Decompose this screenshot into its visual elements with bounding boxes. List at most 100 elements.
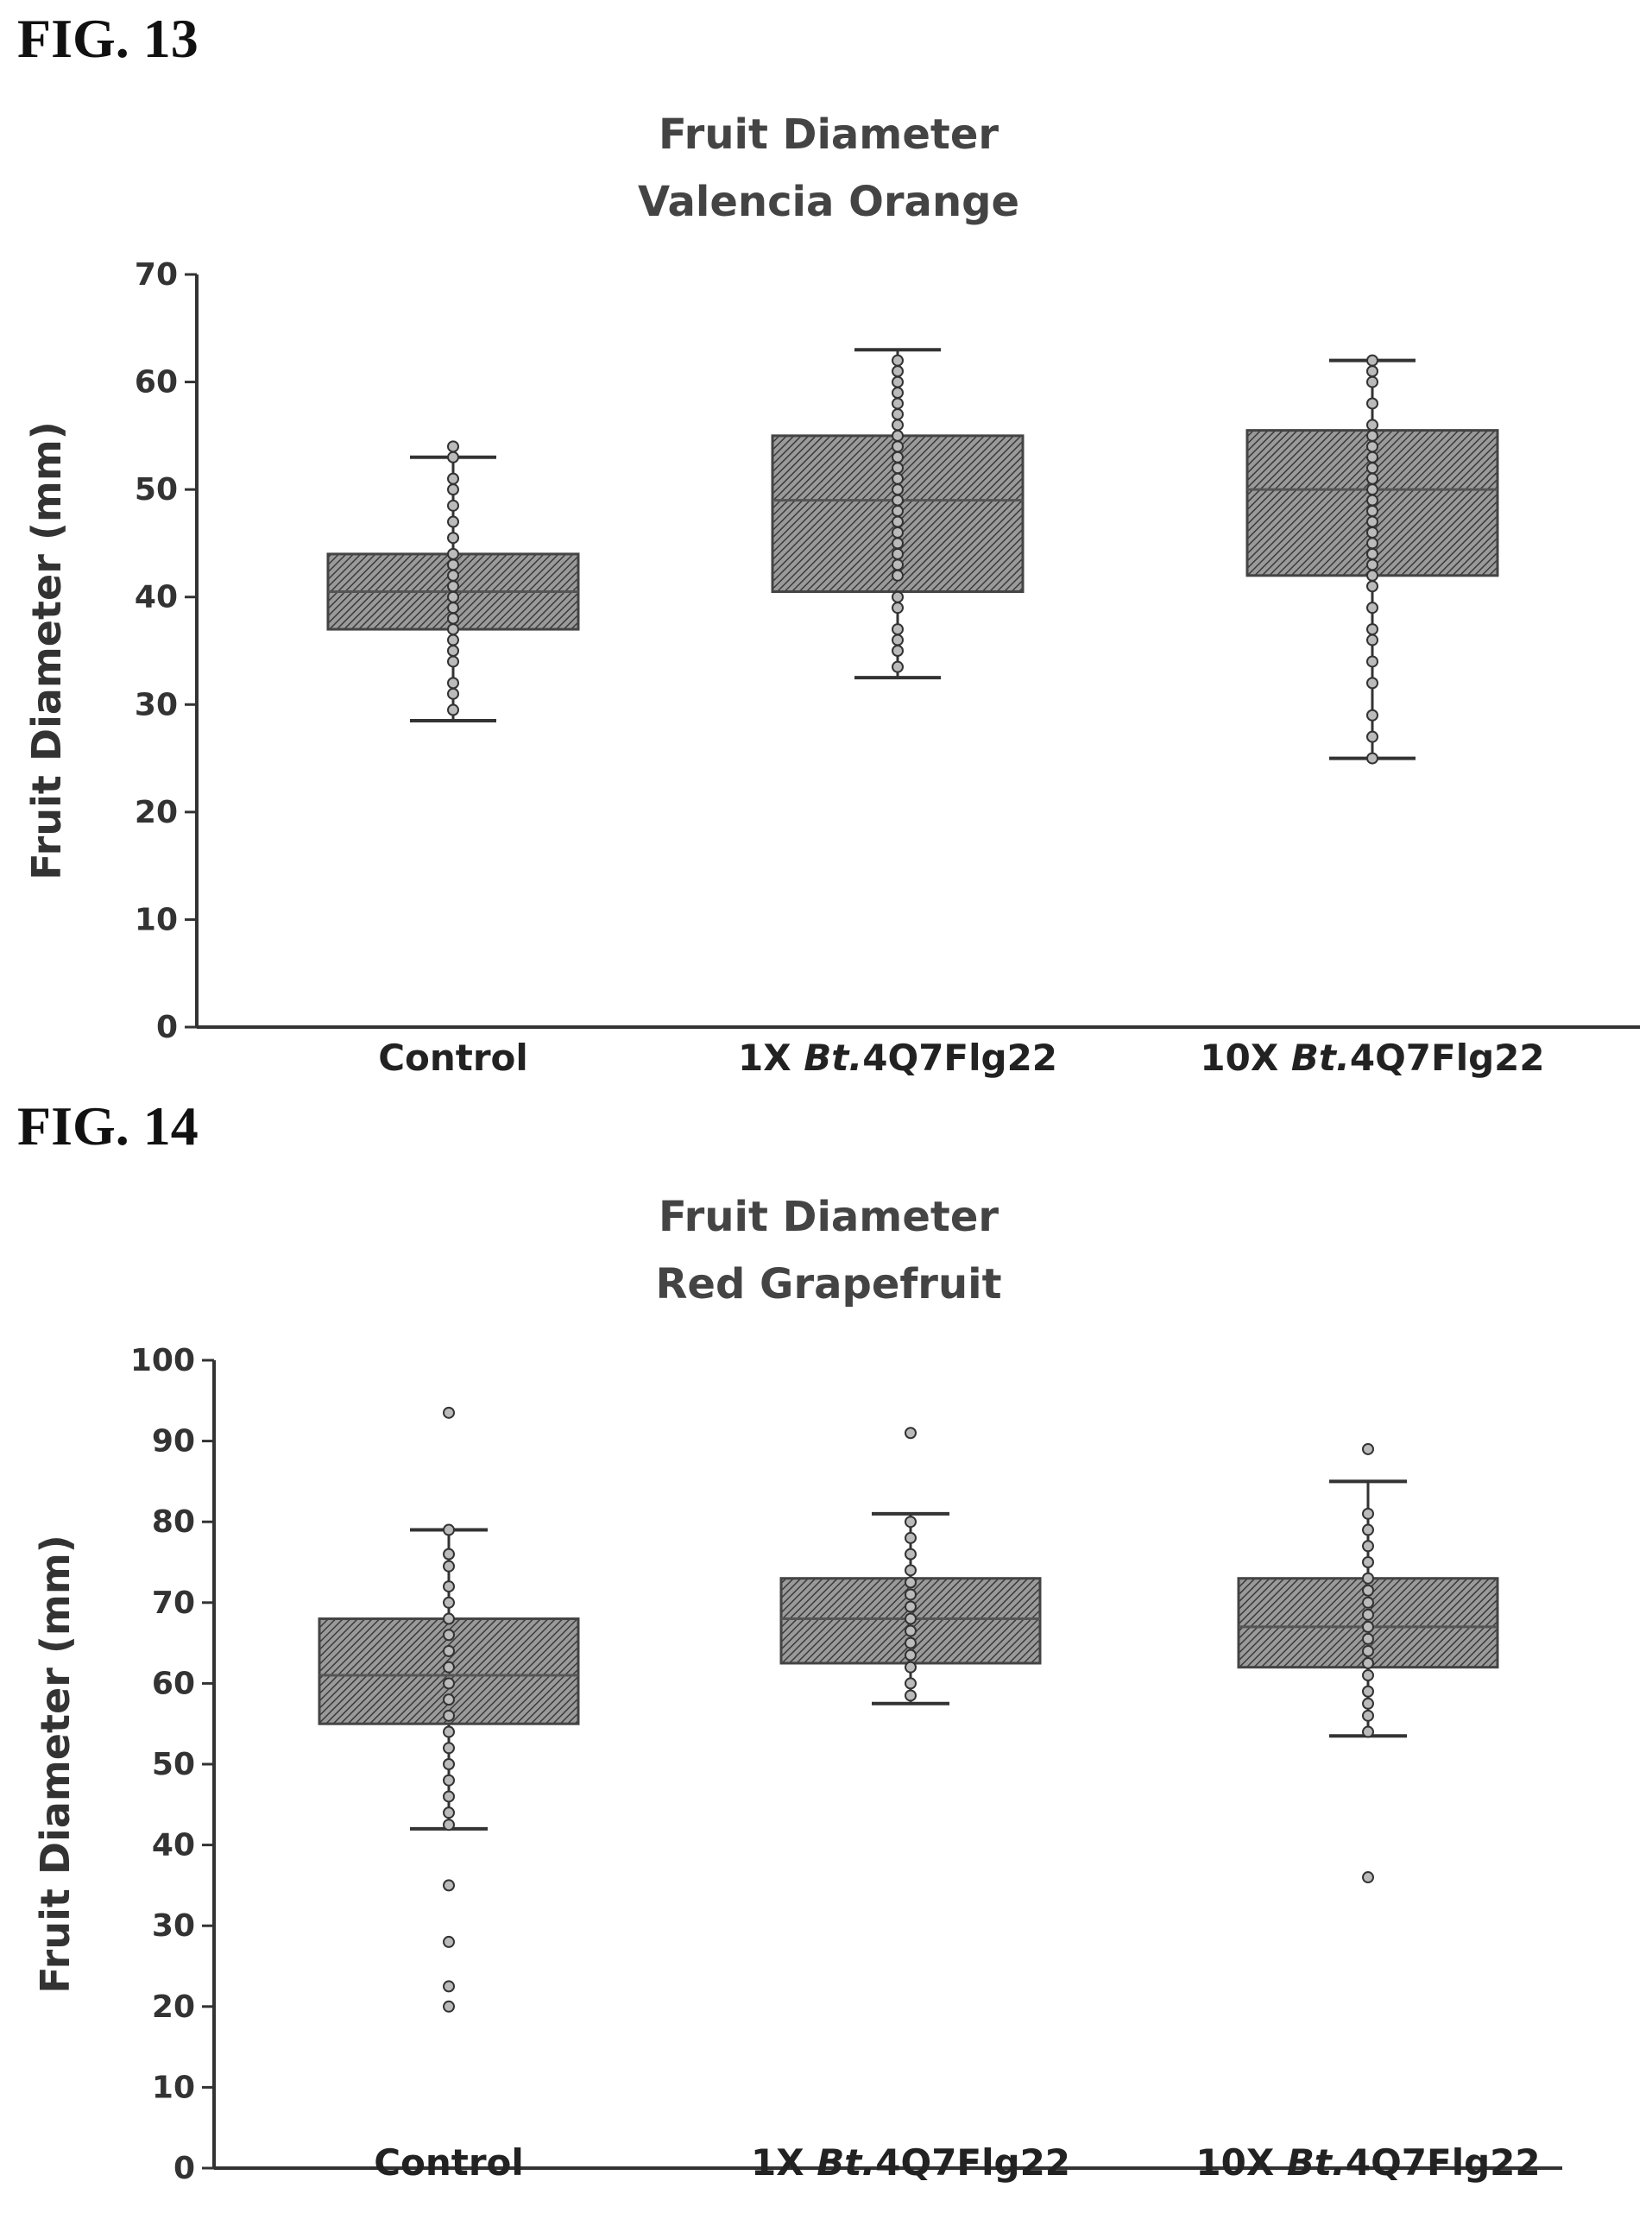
data-point bbox=[447, 558, 459, 571]
data-point bbox=[1362, 1507, 1374, 1520]
data-point bbox=[905, 1564, 917, 1577]
data-point bbox=[1366, 730, 1378, 743]
y-tick-label: 50 bbox=[152, 1747, 195, 1782]
data-point bbox=[447, 612, 459, 625]
y-axis-label: Fruit Diameter (mm) bbox=[32, 1535, 79, 1994]
data-point bbox=[905, 1427, 917, 1440]
data-point bbox=[1366, 472, 1378, 485]
y-tick-label: 80 bbox=[152, 1504, 195, 1540]
data-point bbox=[1366, 537, 1378, 550]
y-tick-label: 70 bbox=[135, 257, 178, 293]
y-axis-label: Fruit Diameter (mm) bbox=[23, 421, 70, 880]
data-point bbox=[892, 462, 904, 475]
data-point bbox=[1362, 1556, 1374, 1568]
data-point bbox=[892, 634, 904, 646]
data-point bbox=[1366, 558, 1378, 571]
data-point bbox=[1362, 1442, 1374, 1455]
data-point bbox=[905, 1516, 917, 1529]
data-point bbox=[443, 1612, 455, 1625]
x-category-label: 10X Bt.4Q7Flg22 bbox=[1195, 2141, 1540, 2184]
data-point bbox=[905, 1689, 917, 1702]
data-point bbox=[892, 354, 904, 367]
data-point bbox=[443, 1806, 455, 1819]
data-point bbox=[905, 1677, 917, 1690]
data-point bbox=[905, 1624, 917, 1637]
data-point bbox=[447, 687, 459, 700]
data-point bbox=[447, 483, 459, 496]
data-point bbox=[1366, 483, 1378, 496]
data-point bbox=[443, 1629, 455, 1642]
data-point bbox=[443, 1879, 455, 1892]
data-point bbox=[1366, 354, 1378, 367]
data-point bbox=[447, 645, 459, 657]
data-point bbox=[1366, 655, 1378, 668]
box-group bbox=[326, 440, 580, 722]
data-point bbox=[892, 515, 904, 528]
data-point bbox=[1366, 419, 1378, 432]
data-point bbox=[443, 1980, 455, 1993]
chart-fig13: Fruit Diameter Valencia Orange Fruit Diame… bbox=[23, 110, 1640, 1079]
y-tick-label: 30 bbox=[135, 687, 178, 722]
data-point bbox=[447, 569, 459, 582]
data-point bbox=[1366, 677, 1378, 690]
data-point bbox=[443, 1548, 455, 1560]
data-point bbox=[892, 451, 904, 463]
data-point bbox=[892, 602, 904, 615]
y-tick-label: 10 bbox=[152, 2070, 195, 2105]
y-tick-label: 70 bbox=[152, 1586, 195, 1621]
data-point bbox=[1362, 1685, 1374, 1698]
data-point bbox=[443, 1406, 455, 1419]
data-point bbox=[447, 472, 459, 485]
box-group bbox=[771, 348, 1025, 680]
y-tick-label: 60 bbox=[135, 365, 178, 400]
data-point bbox=[1366, 752, 1378, 765]
data-point bbox=[443, 1935, 455, 1948]
data-point bbox=[1366, 451, 1378, 463]
data-point bbox=[1362, 1669, 1374, 1682]
data-point bbox=[892, 505, 904, 518]
data-point bbox=[443, 2000, 455, 2013]
y-tick-label: 20 bbox=[135, 795, 178, 830]
data-point bbox=[1366, 440, 1378, 453]
data-point bbox=[443, 1523, 455, 1536]
x-category-label: Control bbox=[374, 2141, 524, 2184]
data-point bbox=[443, 1709, 455, 1722]
data-point bbox=[1362, 1596, 1374, 1609]
figure-13-label: FIG. 13 bbox=[17, 8, 199, 69]
data-point bbox=[1366, 602, 1378, 615]
data-point bbox=[447, 623, 459, 636]
data-point bbox=[892, 419, 904, 432]
data-point bbox=[443, 1560, 455, 1573]
data-point bbox=[443, 1596, 455, 1609]
data-point bbox=[1366, 569, 1378, 582]
y-tick-label: 100 bbox=[130, 1343, 195, 1378]
data-point bbox=[905, 1661, 917, 1674]
data-point bbox=[1366, 494, 1378, 507]
y-tick-label: 10 bbox=[135, 902, 178, 937]
box-group bbox=[1237, 1442, 1499, 1884]
data-point bbox=[1366, 515, 1378, 528]
data-point bbox=[447, 532, 459, 545]
chart-fig14: Fruit Diameter Red Grapefruit Fruit Diamet… bbox=[32, 1193, 1562, 2186]
data-point bbox=[443, 1580, 455, 1593]
data-point bbox=[447, 602, 459, 615]
data-point bbox=[892, 558, 904, 571]
data-point bbox=[905, 1649, 917, 1661]
data-point bbox=[447, 580, 459, 593]
y-tick-label: 0 bbox=[156, 1010, 178, 1045]
data-point bbox=[447, 677, 459, 690]
data-point bbox=[892, 375, 904, 388]
data-point bbox=[443, 1774, 455, 1787]
data-point bbox=[1362, 1540, 1374, 1553]
data-point bbox=[1362, 1697, 1374, 1710]
data-point bbox=[1362, 1644, 1374, 1657]
x-category-label: Control bbox=[378, 1037, 528, 1079]
data-point bbox=[1362, 1871, 1374, 1884]
chart-title: Fruit Diameter bbox=[659, 1193, 999, 1241]
data-point bbox=[1362, 1584, 1374, 1597]
data-point bbox=[443, 1819, 455, 1832]
y-tick-label: 20 bbox=[152, 1989, 195, 2025]
data-point bbox=[447, 634, 459, 646]
data-point bbox=[892, 494, 904, 507]
data-point bbox=[1362, 1725, 1374, 1738]
